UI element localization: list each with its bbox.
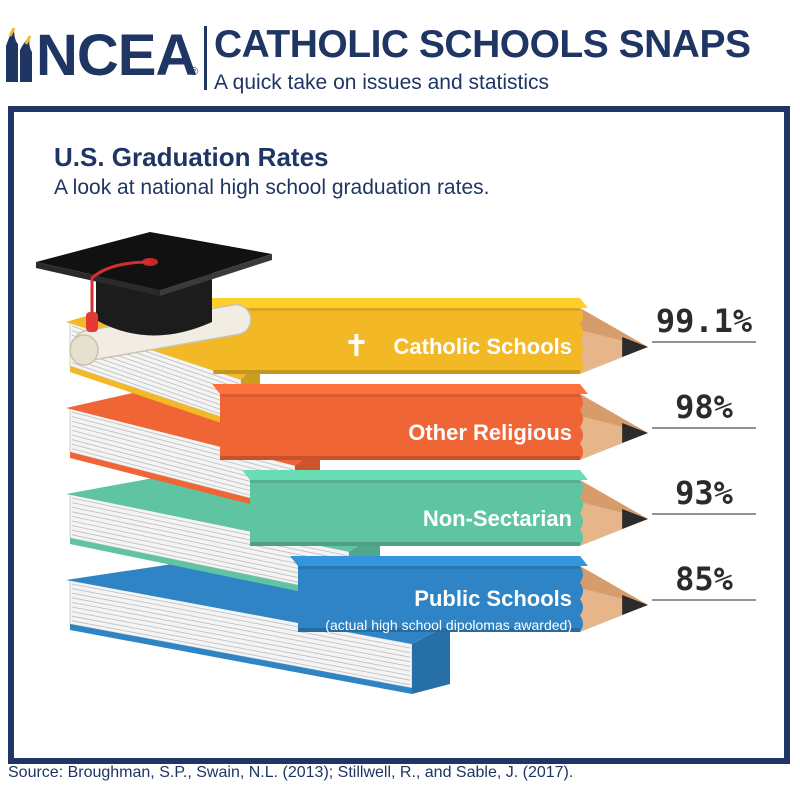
pencil-stripe bbox=[250, 480, 580, 483]
graduation-cap-icon bbox=[36, 232, 272, 366]
cap-board-edge bbox=[36, 262, 160, 296]
tassel-cord bbox=[90, 260, 151, 318]
chart-subtitle: A look at national high school graduatio… bbox=[54, 176, 490, 199]
pencil-scallop bbox=[580, 566, 583, 583]
page-line bbox=[71, 353, 240, 412]
category-label: Public Schools bbox=[414, 586, 572, 611]
pencil-tip-shade bbox=[580, 308, 648, 347]
header-divider bbox=[204, 26, 207, 90]
pencil-stripe bbox=[220, 456, 580, 460]
cross-horizontal bbox=[348, 340, 365, 344]
pencil-graphite bbox=[622, 337, 648, 357]
page-line bbox=[71, 416, 294, 475]
pencil-stripe bbox=[250, 542, 580, 546]
registered-mark: ® bbox=[190, 66, 199, 78]
chart-title: U.S. Graduation Rates bbox=[54, 142, 329, 172]
pencil-bar bbox=[213, 308, 580, 374]
pencil-stripe bbox=[213, 308, 580, 311]
pencil-scallop bbox=[580, 480, 583, 497]
pencil-graphite bbox=[622, 595, 648, 615]
category-label: Catholic Schools bbox=[394, 334, 572, 359]
page-title: CATHOLIC SCHOOLS SNAPS bbox=[214, 23, 751, 66]
cross-vertical bbox=[354, 334, 359, 356]
pencil-top-face bbox=[290, 556, 588, 566]
pencil-bar bbox=[220, 394, 580, 460]
book-cover-bottom bbox=[70, 538, 349, 602]
pencil-scallop bbox=[580, 513, 583, 530]
pencil-bar-4: Public Schools (actual high school dipolo… bbox=[290, 556, 756, 633]
pencil-bar bbox=[250, 480, 580, 546]
pencil-scallop bbox=[580, 427, 583, 444]
pencil-scallop bbox=[580, 599, 583, 616]
chart-bars: Catholic Schools 99.1% Other Religious 98% N… bbox=[205, 298, 756, 633]
page-line bbox=[71, 615, 411, 681]
page-line bbox=[71, 357, 240, 417]
pencil-scallop bbox=[580, 308, 583, 325]
pencil-stripe bbox=[298, 566, 580, 569]
value-label: 85% bbox=[675, 560, 734, 598]
cross-icon bbox=[348, 334, 365, 356]
page-line bbox=[71, 602, 411, 667]
book-cover-bottom bbox=[70, 452, 295, 516]
page-line bbox=[71, 606, 411, 672]
value-label: 99.1% bbox=[656, 302, 753, 340]
tassel bbox=[86, 312, 98, 332]
diploma-end bbox=[69, 334, 99, 366]
pencil-graphite bbox=[622, 509, 648, 529]
pencil-top-face bbox=[205, 298, 588, 308]
pencil-scallop bbox=[580, 394, 583, 411]
pencil-scallop bbox=[580, 496, 583, 513]
page-line bbox=[71, 611, 411, 676]
pencil-stripe bbox=[213, 370, 580, 374]
pencil-scallop bbox=[580, 529, 583, 546]
page-subtitle: A quick take on issues and statistics bbox=[214, 71, 550, 94]
pencil-graphite bbox=[622, 423, 648, 443]
pencil-bar-2: Other Religious 98% bbox=[212, 384, 756, 460]
pencil-bar bbox=[298, 566, 580, 632]
value-label: 93% bbox=[675, 474, 734, 512]
pencil-tip-shade bbox=[580, 566, 648, 605]
pencil-scallop bbox=[580, 324, 583, 341]
category-note: (actual high school dipolomas awarded) bbox=[325, 617, 572, 633]
pencil-scallop bbox=[580, 410, 583, 427]
logo-text: NCEA bbox=[36, 23, 197, 88]
pencil-tip-shade bbox=[580, 480, 648, 519]
page-line bbox=[71, 502, 348, 561]
page-line bbox=[71, 506, 348, 566]
page-line bbox=[71, 588, 411, 653]
page-line bbox=[71, 420, 294, 480]
pencil-scallop bbox=[580, 615, 583, 632]
pencil-bar-1: Catholic Schools 99.1% bbox=[205, 298, 756, 374]
page-line bbox=[71, 583, 411, 649]
pencil-scallop bbox=[580, 341, 583, 358]
cap-board-edge bbox=[160, 254, 272, 296]
book-spine bbox=[412, 624, 450, 694]
page-line bbox=[71, 597, 411, 663]
pencil-stripe bbox=[298, 628, 580, 632]
pencil-top-face bbox=[242, 470, 588, 480]
header: NCEA ® CATHOLIC SCHOOLS SNAPS A quick ta… bbox=[0, 0, 800, 100]
pencil-scallop bbox=[580, 443, 583, 460]
book-cover-bottom bbox=[70, 624, 412, 694]
flame-icon bbox=[6, 27, 32, 82]
ncea-logo: NCEA ® bbox=[4, 22, 204, 88]
source-citation: Source: Broughman, S.P., Swain, N.L. (20… bbox=[8, 764, 574, 781]
value-label: 98% bbox=[675, 388, 734, 426]
pencil-bar-3: Non-Sectarian 93% bbox=[242, 470, 756, 546]
pencil-top-face bbox=[212, 384, 588, 394]
pencil-tip-shade bbox=[580, 394, 648, 433]
book-cover-bottom bbox=[70, 366, 241, 430]
pencil-scallop bbox=[580, 357, 583, 374]
category-label: Other Religious bbox=[408, 420, 572, 445]
category-label: Non-Sectarian bbox=[423, 506, 572, 531]
page-line bbox=[71, 592, 411, 658]
pencil-stripe bbox=[220, 394, 580, 397]
page-line bbox=[71, 620, 411, 686]
page-line bbox=[71, 362, 240, 421]
pencil-scallop bbox=[580, 582, 583, 599]
